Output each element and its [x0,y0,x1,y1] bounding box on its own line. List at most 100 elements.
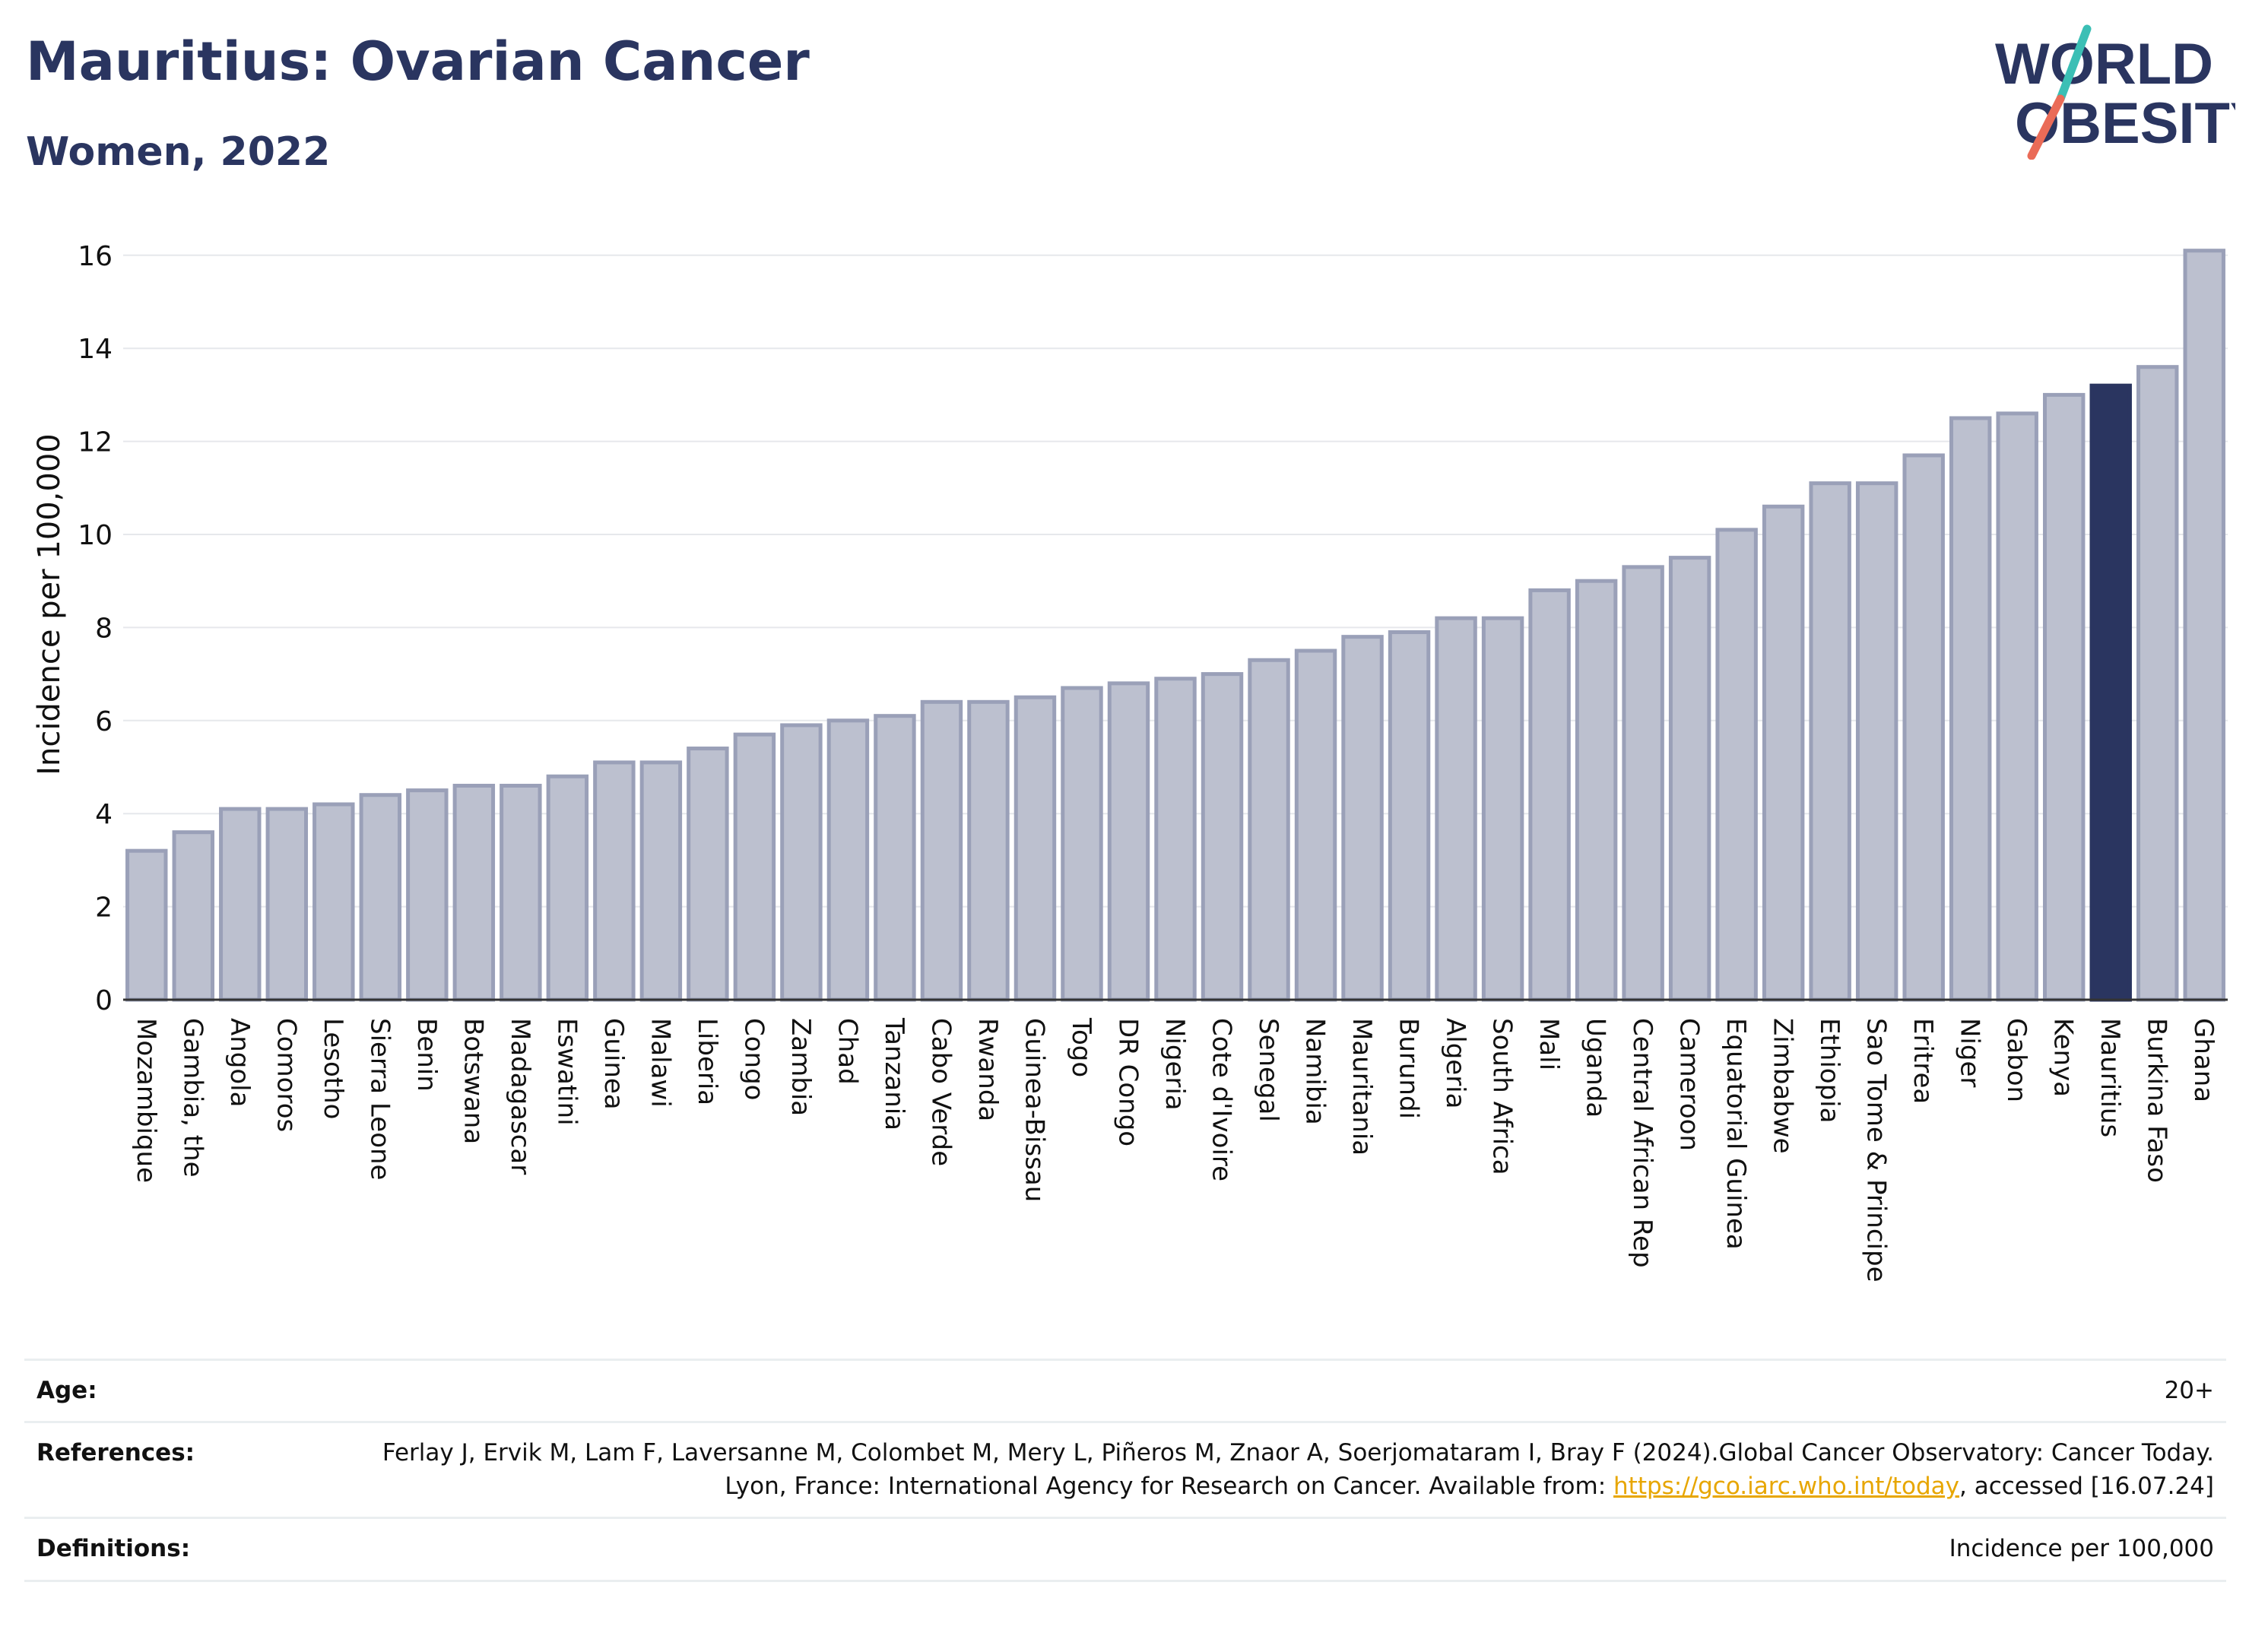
logo-line1: WORLD [1995,32,2213,97]
bar-kenya [2042,392,2086,1002]
bar-uganda [1575,579,1618,1002]
bar-guinea [593,760,636,1002]
x-tick-label: Madagascar [505,1018,535,1175]
x-tick-label: Guinea [598,1018,629,1110]
bar-lesotho [312,802,355,1002]
bar-liberia [687,747,729,1002]
x-tick-label: Cote d'Ivoire [1207,1018,1237,1181]
references-value: Ferlay J, Ervik M, Lam F, Laversanne M, … [353,1421,2226,1518]
x-tick-label: Zambia [785,1018,816,1116]
x-tick-label: Gabon [2001,1018,2032,1102]
x-tick-label: Niger [1955,1018,1985,1087]
x-tick-label: Mozambique [131,1018,161,1183]
x-tick-label: Uganda [1581,1018,1611,1118]
page-title: Mauritius: Ovarian Cancer [26,30,810,93]
bar-ghana [2183,249,2225,1002]
bar-angola [219,807,262,1002]
x-tick-label: Sierra Leone [364,1018,395,1180]
bar-burkina-faso [2136,365,2179,1002]
bar-mozambique [125,848,168,1002]
bar-mali [1528,588,1571,1002]
bar-malawi [639,760,683,1002]
x-tick-label: Namibia [1300,1018,1331,1125]
bar-botswana [452,783,496,1002]
x-tick-label: Guinea-Bissau [1019,1018,1049,1202]
x-tick-label: Malawi [645,1018,675,1108]
bar-mauritania [1341,635,1384,1002]
x-tick-label: Central African Rep [1627,1018,1657,1268]
y-ticks: 0 2 4 6 8 10 12 14 16 [78,241,113,1016]
bar-dr-congo [1107,681,1150,1002]
x-tick-label: Botswana [458,1018,488,1144]
references-label: References: [24,1421,353,1518]
bar-eritrea [1902,453,1945,1002]
definitions-label: Definitions: [24,1517,353,1582]
x-tick-label: Kenya [2048,1018,2079,1097]
x-tick-label: Burundi [1394,1018,1424,1119]
x-tick-label: Gambia, the [177,1018,208,1178]
x-tick-label: Sao Tome & Principe [1861,1018,1892,1283]
x-tick-label: DR Congo [1112,1018,1143,1146]
y-tick-label: 8 [95,613,113,644]
bar-ethiopia [1809,481,1851,1002]
x-tick-label: Benin [411,1018,442,1092]
references-text: Ferlay J, Ervik M, Lam F, Laversanne M, … [382,1439,2214,1500]
x-tick-label: Algeria [1440,1018,1470,1108]
bar-burundi [1388,630,1431,1002]
x-tick-label: Liberia [692,1018,722,1105]
y-tick-label: 10 [78,520,113,551]
bar-gambia-the [172,830,214,1002]
references-suffix: , accessed [16.07.24] [1959,1472,2214,1500]
bar-central-african-rep [1622,565,1664,1002]
bar-nigeria [1154,677,1197,1002]
x-tick-label: Zimbabwe [1768,1018,1798,1154]
bar-zimbabwe [1762,504,1805,1002]
bar-rwanda [967,699,1010,1002]
x-tick-label: Senegal [1253,1018,1283,1122]
bar-chart: Incidence per 100,000 0 2 4 6 8 10 12 14 16 Moza… [32,241,2228,1283]
x-tick-label: Cabo Verde [925,1018,956,1166]
x-tick-label: Tanzania [879,1017,909,1130]
x-tick-label: Mauritania [1347,1018,1377,1156]
x-tick-label: Equatorial Guinea [1721,1018,1751,1250]
x-tick-label: Eswatini [551,1018,582,1126]
x-tick-label: Congo [738,1018,769,1100]
y-tick-label: 16 [78,241,113,272]
bar-algeria [1435,616,1477,1002]
x-tick-label: Nigeria [1159,1018,1190,1111]
x-tick-label: South Africa [1487,1018,1518,1175]
bar-tanzania [874,714,916,1002]
bar-niger [1949,416,1992,1002]
bar-sierra-leone [359,793,402,1002]
x-tick-label: Comoros [271,1018,301,1132]
bar-namibia [1294,648,1337,1002]
x-tick-label: Angola [224,1018,255,1107]
world-obesity-logo: WORLD OBESITY [1995,24,2235,160]
bar-congo [733,732,776,1002]
definitions-value: Incidence per 100,000 [353,1517,2226,1582]
x-tick-label: Mali [1534,1018,1564,1070]
x-tick-label: Chad [832,1018,862,1085]
bar-sao-tome-principe [1855,481,1898,1002]
y-tick-label: 0 [95,985,113,1016]
page-subtitle: Women, 2022 [26,129,331,175]
bar-madagascar [500,783,542,1002]
bar-benin [406,788,449,1002]
references-link[interactable]: https://gco.iarc.who.int/today [1613,1472,1959,1500]
bar-south-africa [1481,616,1524,1002]
y-tick-label: 4 [95,799,113,830]
x-tick-label: Ethiopia [1814,1018,1845,1123]
bar-zambia [780,723,823,1002]
bar-equatorial-guinea [1715,528,1758,1002]
bar-togo [1061,686,1103,1002]
x-tick-label: Cameroon [1674,1018,1705,1151]
x-tick-label: Lesotho [318,1018,348,1119]
bar-gabon [1996,411,2038,1002]
y-tick-label: 2 [95,893,113,924]
info-table: Age: 20+ References: Ferlay J, Ervik M, … [24,1358,2226,1582]
y-axis-title: Incidence per 100,000 [32,433,67,775]
x-tick-label: Eritrea [1908,1018,1938,1104]
y-tick-label: 12 [78,427,113,458]
info-row-definitions: Definitions: Incidence per 100,000 [24,1517,2226,1582]
x-tick-label: Togo [1066,1017,1096,1077]
